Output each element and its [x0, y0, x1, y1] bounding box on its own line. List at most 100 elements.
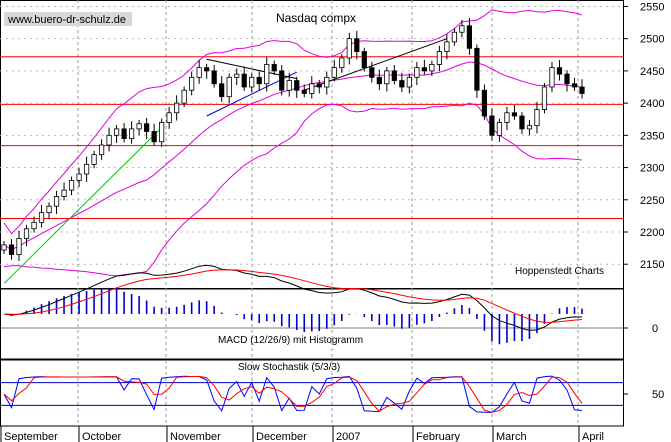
bollinger-upper	[3, 9, 583, 235]
candle-body	[474, 47, 480, 91]
candle-body	[361, 51, 367, 69]
candle-body	[504, 112, 510, 123]
month-label: November	[170, 431, 221, 442]
candle-body	[541, 86, 548, 110]
candle-body	[151, 131, 157, 143]
candle-body	[249, 76, 255, 88]
uptrend-line	[3, 127, 162, 284]
candle-body	[83, 163, 90, 175]
candle-body	[181, 89, 187, 104]
candle-body	[444, 41, 450, 52]
macd-tick-label: 0	[652, 323, 658, 335]
stochastic-indicator	[0, 375, 623, 413]
candle-body	[8, 244, 15, 255]
price-tick-label: 2150	[640, 259, 664, 271]
candle-body	[196, 67, 202, 78]
stoch-label: Slow Stochastik (5/3/3)	[238, 362, 340, 373]
candle-body	[294, 80, 300, 91]
candle-body	[204, 67, 210, 72]
candle-body	[324, 76, 330, 88]
candle-body	[436, 51, 442, 65]
candle-body	[316, 83, 322, 88]
candle-body	[226, 76, 232, 98]
candle-body	[414, 67, 420, 78]
candle-body	[271, 64, 277, 72]
candle-body	[549, 67, 555, 88]
price-tick-label: 2350	[640, 130, 664, 142]
candle-body	[241, 73, 247, 88]
candle-body	[451, 31, 457, 43]
month-label: September	[4, 431, 58, 442]
candle-body	[534, 109, 540, 127]
candle-body	[406, 76, 412, 88]
bollinger-bands	[3, 9, 583, 277]
month-label: February	[416, 431, 461, 442]
candle-body	[526, 125, 533, 130]
candle-body	[129, 128, 135, 139]
watermark: www.buero-dr-schulz.de	[7, 14, 126, 26]
candle-body	[256, 76, 262, 85]
bollinger-lower	[3, 102, 583, 277]
gridlines	[0, 0, 623, 426]
candle-body	[211, 70, 217, 85]
candle-body	[556, 67, 563, 75]
candle-body	[234, 73, 240, 78]
candle-body	[489, 115, 495, 136]
month-label: October	[82, 431, 121, 442]
macd-indicator	[0, 264, 623, 345]
candle-body	[53, 196, 60, 207]
month-label: April	[582, 431, 604, 442]
candle-body	[511, 112, 518, 117]
candle-body	[286, 80, 292, 91]
candle-body	[174, 102, 180, 114]
candle-body	[496, 122, 503, 136]
candle-body	[354, 38, 360, 52]
price-tick-label: 2500	[640, 34, 664, 46]
price-tick-label: 2450	[640, 66, 664, 78]
macd-line	[3, 264, 583, 331]
watermark-box	[4, 12, 132, 26]
candle-body	[121, 128, 127, 139]
candle-body	[519, 115, 525, 130]
candlesticks	[1, 18, 585, 261]
candle-body	[91, 154, 97, 165]
candle-body	[331, 67, 337, 78]
candle-body	[346, 38, 352, 59]
candle-body	[68, 180, 75, 191]
candle-body	[309, 83, 315, 94]
candle-body	[144, 123, 150, 132]
candle-body	[98, 144, 105, 156]
candle-body	[459, 25, 465, 33]
candle-body	[564, 73, 570, 85]
candle-body	[38, 212, 45, 223]
price-tick-label: 2400	[640, 98, 664, 110]
chart-title: Nasdaq compx	[276, 11, 356, 25]
candle-body	[23, 228, 30, 239]
candle-body	[376, 76, 382, 85]
month-label: March	[496, 431, 527, 442]
price-tick-label: 2200	[640, 227, 664, 239]
candle-body	[579, 86, 585, 94]
candle-body	[76, 173, 82, 181]
candle-body	[279, 70, 285, 91]
macd-label: MACD (12/26/9) mit Histogramm	[218, 335, 363, 346]
price-tick-label: 2550	[640, 1, 664, 13]
candle-body	[136, 123, 142, 130]
candle-body	[189, 76, 195, 91]
candle-body	[429, 64, 435, 72]
candle-body	[481, 89, 488, 117]
candle-body	[166, 112, 172, 123]
candle-body	[113, 128, 120, 136]
candle-body	[31, 221, 37, 230]
candle-body	[1, 244, 7, 251]
candle-body	[301, 89, 307, 94]
candle-body	[264, 64, 270, 85]
macd-signal-line	[3, 269, 583, 323]
candle-body	[571, 83, 578, 88]
candle-body	[159, 122, 165, 143]
candle-body	[16, 238, 22, 255]
candle-body	[369, 67, 375, 78]
candle-body	[61, 189, 67, 197]
price-panel-frame	[0, 0, 624, 289]
